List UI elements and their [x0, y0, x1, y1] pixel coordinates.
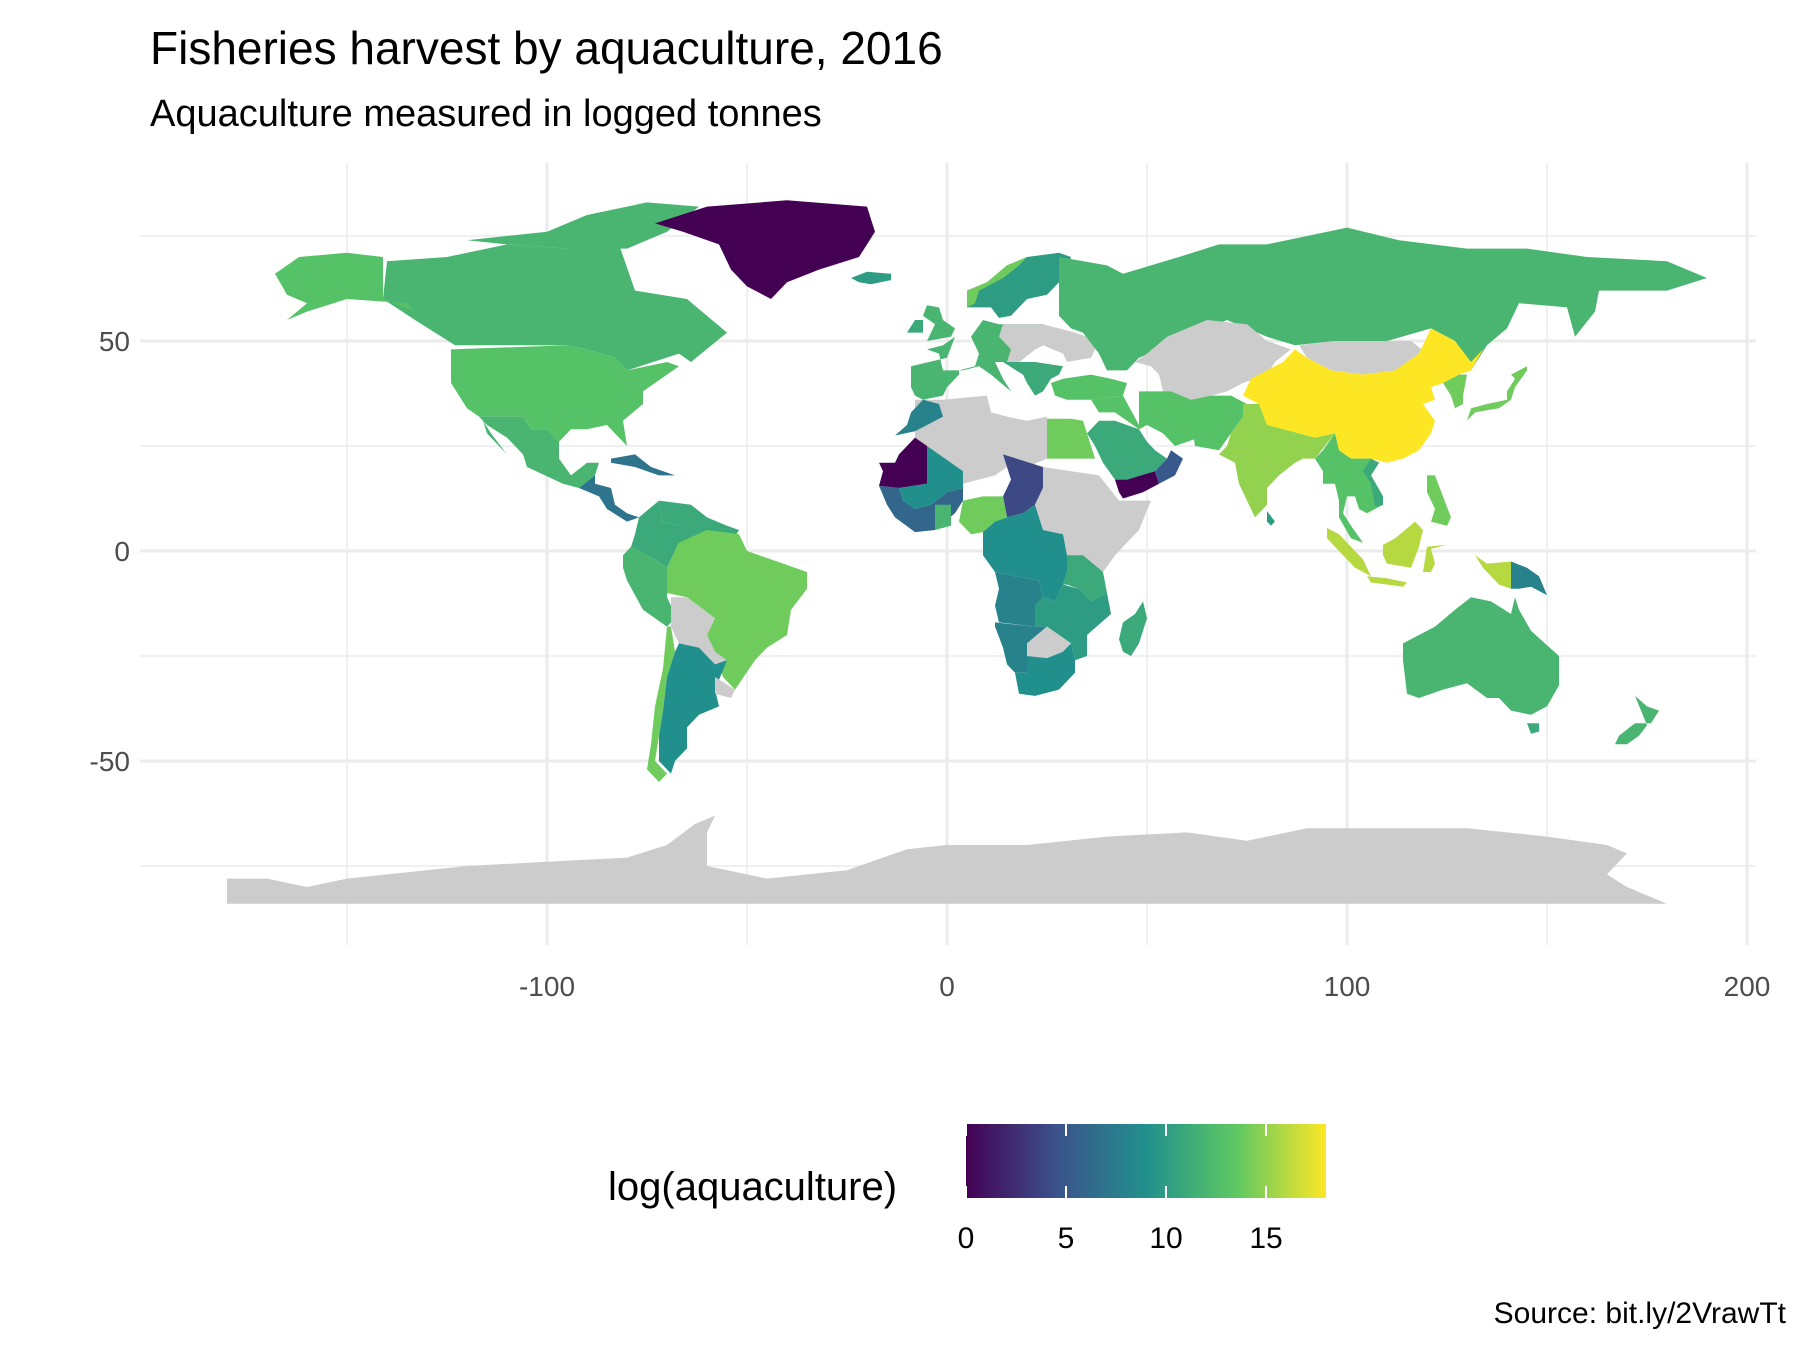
region-east-africa-south — [1063, 555, 1107, 602]
region-brazil — [667, 530, 807, 690]
legend-break-label: 0 — [957, 1222, 975, 1255]
region-angola — [995, 572, 1043, 627]
x-tick-label: 100 — [1324, 971, 1371, 1002]
region-egypt — [1047, 418, 1095, 459]
source-caption: Source: bit.ly/2VrawTt — [1493, 1297, 1786, 1330]
legend-break-label: 10 — [1149, 1222, 1183, 1255]
region-norway-coast — [967, 257, 1027, 308]
y-tick-label: 50 — [99, 326, 130, 357]
region-korea — [1443, 374, 1467, 409]
y-tick-label: 0 — [114, 536, 130, 567]
region-sumatra — [1327, 527, 1371, 577]
region-java — [1367, 576, 1407, 587]
region-new-zealand — [1615, 695, 1659, 745]
region-iceland — [851, 271, 891, 285]
x-tick-label: -100 — [519, 971, 575, 1002]
region-nigeria — [959, 496, 1007, 535]
legend-break-label: 5 — [1057, 1222, 1075, 1255]
region-chad — [1003, 454, 1043, 518]
region-eastern-europe — [999, 324, 1099, 362]
region-morocco — [895, 399, 943, 436]
country-regions — [227, 200, 1707, 904]
region-bolivia-paraguay — [671, 597, 727, 665]
region-argentina — [659, 643, 727, 774]
region-east-africa — [1035, 467, 1151, 572]
region-oman — [1155, 450, 1183, 484]
region-united-states — [451, 345, 679, 446]
region-south-africa — [1015, 643, 1075, 696]
region-balkans — [1003, 362, 1063, 396]
region-japan — [1467, 366, 1527, 421]
region-india — [1219, 404, 1335, 518]
region-mozambique-zambia — [1035, 584, 1111, 661]
region-yemen — [1115, 471, 1159, 499]
region-canadian-arctic-islands — [467, 202, 699, 249]
region-antarctica — [227, 815, 1667, 904]
region-mongolia — [1299, 341, 1427, 375]
region-sri-lanka — [1267, 511, 1275, 526]
region-chile — [647, 626, 675, 782]
axis-tick-labels: -100 0 100 200 50 0 -50 — [90, 326, 1771, 1002]
region-namibia — [995, 622, 1047, 673]
region-australia — [1403, 597, 1559, 715]
region-russia — [1059, 227, 1707, 371]
region-colombia — [631, 500, 679, 568]
legend-break-label: 15 — [1249, 1222, 1283, 1255]
y-tick-label: -50 — [90, 746, 130, 777]
legend-title: log(aquaculture) — [608, 1165, 898, 1209]
region-ireland — [907, 320, 923, 333]
chart-subtitle: Aquaculture measured in logged tonnes — [150, 93, 822, 135]
chart-title: Fisheries harvest by aquaculture, 2016 — [150, 22, 943, 74]
region-alaska — [275, 252, 415, 320]
region-caribbean-islands — [611, 454, 675, 476]
region-papua-new-guinea — [1511, 561, 1547, 596]
region-sulawesi — [1423, 544, 1447, 572]
color-legend — [965, 1124, 1326, 1198]
region-saudi-arabia — [1087, 420, 1167, 480]
region-greenland — [655, 200, 875, 299]
region-uruguay — [715, 677, 735, 698]
region-afghanistan-pakistan — [1191, 395, 1247, 451]
region-central-africa — [983, 504, 1067, 602]
region-madagascar — [1119, 601, 1147, 656]
region-borneo — [1383, 521, 1423, 568]
region-great-britain — [923, 305, 955, 341]
region-botswana-zimbabwe — [1027, 626, 1071, 659]
region-china — [1243, 328, 1483, 463]
region-ghana — [935, 504, 951, 530]
region-canada — [383, 244, 727, 371]
region-papua-west — [1475, 555, 1511, 589]
region-central-america — [579, 475, 639, 522]
region-mali — [899, 446, 963, 509]
region-tasmania — [1527, 723, 1539, 734]
region-philippines — [1427, 475, 1451, 526]
region-southeast-asia — [1315, 433, 1383, 543]
legend-colorbar — [966, 1124, 1326, 1198]
region-middle-east — [1091, 391, 1199, 446]
region-scandinavia — [967, 252, 1071, 318]
region-vietnam-coast — [1363, 458, 1383, 507]
x-tick-label: 200 — [1724, 971, 1771, 1002]
region-ecuador-peru — [623, 546, 671, 627]
region-mexico — [479, 416, 599, 488]
region-mauritania — [879, 437, 927, 488]
region-turkey — [1051, 374, 1127, 400]
x-tick-label: 0 — [939, 971, 955, 1002]
